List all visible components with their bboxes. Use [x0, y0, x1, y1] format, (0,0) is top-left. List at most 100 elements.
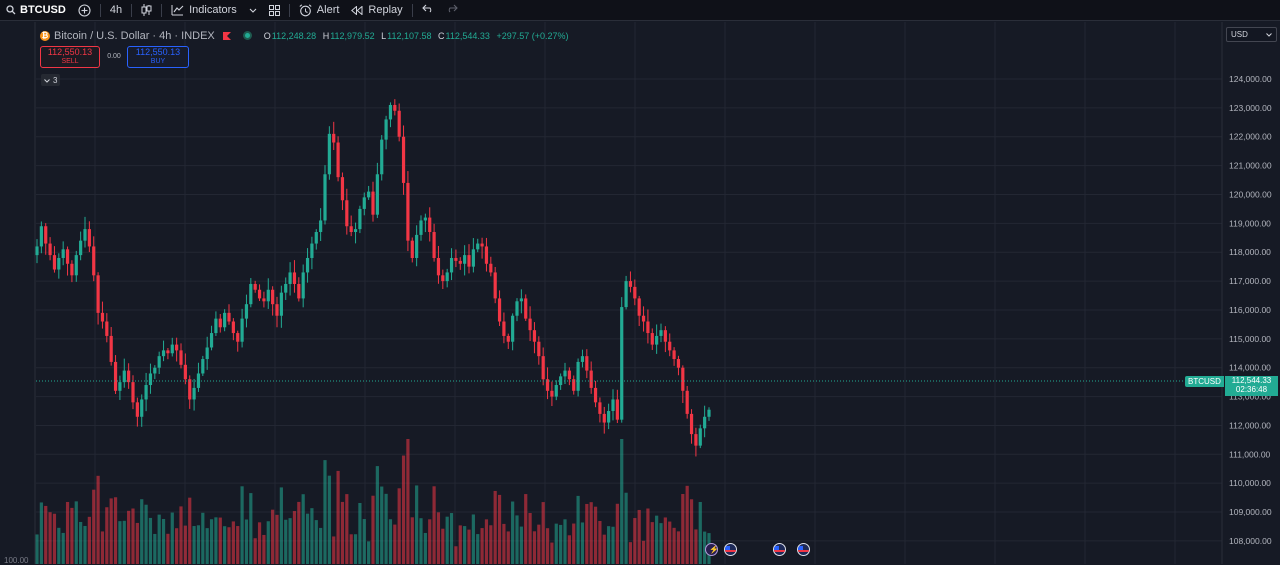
candle-body: [105, 321, 109, 336]
candle-body: [628, 281, 633, 287]
us-flag-event-icon[interactable]: [724, 543, 737, 556]
candle-body: [397, 110, 401, 137]
candle-body: [572, 379, 576, 391]
buy-label: BUY: [150, 58, 166, 65]
volume-bar: [48, 512, 52, 564]
volume-bar: [305, 513, 310, 564]
buy-button[interactable]: 112,550.13 BUY: [127, 46, 189, 68]
chevron-down-icon: [44, 76, 50, 85]
volume-bar: [471, 514, 475, 564]
high-value: 112,979.52: [330, 30, 375, 41]
series-title[interactable]: Bitcoin / U.S. Dollar · 4h · INDEX: [54, 29, 215, 42]
event-lightning-icon[interactable]: ⚡: [705, 543, 718, 556]
undo-button[interactable]: [416, 0, 440, 21]
candle-body: [44, 226, 48, 244]
candle-body: [611, 399, 615, 412]
volume-bar: [476, 534, 480, 564]
candle-body: [288, 272, 292, 284]
candle-body: [79, 240, 83, 256]
sell-button[interactable]: 112,550.13 SELL: [40, 46, 100, 68]
top-toolbar: BTCUSD 4h Indicators Alert: [0, 0, 1280, 21]
candle-body: [410, 240, 414, 258]
candle-body: [358, 208, 362, 230]
volume-bar: [458, 525, 462, 564]
redo-button[interactable]: [440, 0, 464, 21]
candle-body: [445, 272, 449, 282]
candle-body: [48, 243, 52, 256]
alert-label: Alert: [316, 4, 340, 16]
candle-body: [74, 255, 78, 276]
volume-bar: [201, 512, 205, 564]
volume-bar: [127, 510, 131, 564]
candle-body: [223, 312, 227, 328]
volume-bar: [340, 501, 345, 564]
price-axis-label: 118,000.00: [1229, 247, 1271, 257]
volume-bar: [607, 526, 611, 564]
volume-bar: [668, 521, 672, 564]
volume-bar: [214, 517, 218, 564]
volume-bar: [519, 526, 523, 564]
indicators-dropdown[interactable]: [243, 0, 263, 21]
low-value: 112,107.58: [387, 30, 432, 41]
volume-bar: [628, 542, 633, 564]
volume-bar: [480, 528, 484, 564]
volume-bar: [694, 529, 698, 564]
volume-bar: [576, 495, 580, 564]
search-icon: [6, 5, 16, 15]
candle-body: [406, 182, 410, 241]
last-price-value: 112,544.33: [1231, 376, 1272, 385]
layout-button[interactable]: [263, 0, 286, 21]
compare-symbol-button[interactable]: [72, 0, 97, 21]
interval-button[interactable]: 4h: [109, 4, 123, 16]
collapse-indicators-button[interactable]: 3: [41, 74, 61, 86]
close-value: 112,544.33: [445, 30, 490, 41]
candle-body: [593, 387, 598, 403]
currency-select[interactable]: USD: [1226, 27, 1277, 42]
indicators-button[interactable]: Indicators: [165, 0, 243, 21]
candle-body: [188, 379, 192, 400]
volume-bar: [593, 506, 598, 564]
volume-bar: [559, 524, 563, 564]
candle-body: [253, 283, 257, 290]
volume-bar: [266, 521, 270, 564]
price-axis-label: 110,000.00: [1229, 478, 1271, 488]
candle-body: [96, 275, 100, 313]
candle-body: [506, 335, 510, 342]
us-flag-event-icon[interactable]: [797, 543, 810, 556]
alert-button[interactable]: Alert: [293, 0, 346, 21]
candle-body: [57, 257, 61, 270]
volume-bar: [87, 516, 91, 564]
flag-icon[interactable]: [222, 31, 231, 40]
volume-bar: [52, 513, 57, 564]
candle-body: [428, 217, 432, 233]
volume-bar: [484, 519, 489, 564]
volume-bar: [236, 526, 240, 564]
volume-bar: [218, 517, 222, 564]
chart-type-button[interactable]: [135, 0, 158, 21]
candle-body: [201, 359, 205, 374]
replay-button[interactable]: Replay: [345, 0, 408, 21]
indicator-scale-value: 100.00: [4, 556, 29, 565]
us-flag-event-icon[interactable]: [773, 543, 786, 556]
candle-body: [371, 191, 375, 215]
price-chart[interactable]: 124,000.00 123,000.00 122,000.00 121,000.00…: [0, 22, 1280, 564]
candle-body: [39, 226, 43, 247]
volume-bar: [292, 511, 297, 564]
market-status-icon[interactable]: [242, 31, 252, 40]
volume-bar: [419, 518, 423, 564]
volume-bar: [380, 486, 384, 564]
candle-body: [415, 234, 419, 258]
symbol-search[interactable]: BTCUSD: [0, 0, 72, 21]
candle-body: [441, 275, 445, 282]
indicators-label: Indicators: [189, 4, 237, 16]
candle-body: [463, 255, 467, 264]
last-price-tag: 112,544.33 02:36:48: [1225, 376, 1278, 396]
change-value: +297.57 (+0.27%): [496, 30, 569, 41]
price-axis-label: 119,000.00: [1229, 218, 1271, 228]
candle-body: [323, 174, 327, 221]
volume-bar: [253, 538, 257, 564]
volume-bar: [362, 519, 366, 564]
volume-bar: [650, 522, 654, 564]
volume-bar: [423, 532, 427, 564]
price-axis-label: 108,000.00: [1229, 536, 1272, 546]
